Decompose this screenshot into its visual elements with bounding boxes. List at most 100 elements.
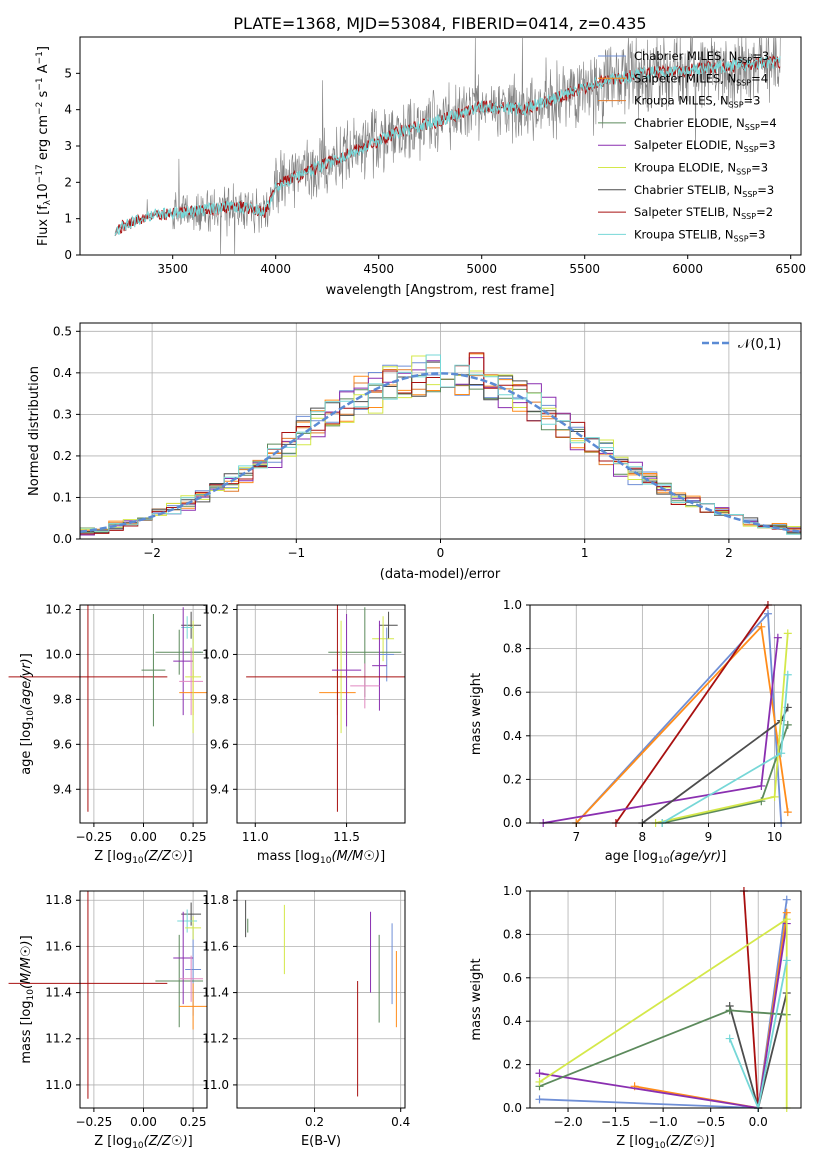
panel-age_vs_mass: 11.0 11.5 9.4 9.6 9.8 10.0 10.2 mass [log10(M/M… bbox=[202, 602, 406, 866]
ytick-label: 0.0 bbox=[503, 816, 522, 830]
ylabel: age [log10(age/yr)] bbox=[19, 653, 36, 775]
weight-marker bbox=[783, 629, 792, 638]
ytick-label: 0.4 bbox=[503, 1014, 522, 1028]
xlabel: Z [log10(Z/Z☉)] bbox=[94, 849, 192, 866]
hist-xtick-label: −1 bbox=[287, 546, 305, 560]
spectrum-ytick-label: 4 bbox=[64, 103, 72, 117]
weight-marker bbox=[782, 895, 791, 904]
xtick-label: 0.0 bbox=[749, 1115, 768, 1129]
legend-entry: Kroupa STELIB, NSSP=3 bbox=[634, 227, 765, 243]
xtick-label: −1.0 bbox=[649, 1115, 678, 1129]
ytick-label: 9.4 bbox=[210, 782, 229, 796]
hist-xtick-label: 0 bbox=[437, 546, 445, 560]
weight-marker bbox=[782, 915, 791, 924]
panel-weight_vs_age: 7 8 9 10 0.0 0.2 0.4 0.6 0.8 1.0 age [log10(age/yr… bbox=[469, 598, 802, 866]
ylabel: mass [log10(M/M☉)] bbox=[19, 935, 36, 1063]
xlabel: mass [log10(M/M☉)] bbox=[257, 849, 385, 866]
spectrum-model-line bbox=[114, 56, 781, 237]
weight-marker bbox=[725, 1084, 734, 1093]
legend-entry: Salpeter ELODIE, NSSP=3 bbox=[634, 138, 776, 154]
hist-ytick-label: 0.1 bbox=[53, 490, 72, 504]
hist-ylabel: Normed distribution bbox=[27, 366, 42, 496]
hist-xtick-label: 1 bbox=[581, 546, 589, 560]
hist-legend-label: 𝒩(0,1) bbox=[738, 337, 781, 352]
weight-marker bbox=[763, 609, 772, 618]
spectrum-ytick-label: 5 bbox=[64, 66, 72, 80]
xtick-label: 7 bbox=[572, 830, 580, 844]
weight-line bbox=[743, 890, 760, 1109]
weight-marker bbox=[725, 1034, 734, 1043]
weight-marker bbox=[783, 808, 792, 817]
ytick-label: 0.8 bbox=[503, 927, 522, 941]
panel-frame bbox=[236, 604, 406, 824]
spectrum-xtick-label: 3500 bbox=[157, 262, 188, 276]
spectrum-xlabel: wavelength [Angstrom, rest frame] bbox=[326, 283, 555, 298]
legend-entry: Salpeter MILES, NSSP=4 bbox=[634, 71, 768, 87]
ytick-label: 0.4 bbox=[503, 729, 522, 743]
legend-entry: Salpeter STELIB, NSSP=2 bbox=[634, 205, 773, 221]
xtick-label: 0.4 bbox=[391, 1115, 410, 1129]
ytick-label: 9.8 bbox=[210, 692, 229, 706]
xlabel: age [log10(age/yr)] bbox=[605, 849, 727, 866]
xtick-label: −0.25 bbox=[76, 830, 113, 844]
spectrum-ytick-label: 2 bbox=[64, 175, 72, 189]
spectrum-ytick-label: 1 bbox=[64, 212, 72, 226]
spectrum-xtick-label: 6000 bbox=[672, 262, 703, 276]
legend-entry: Chabrier STELIB, NSSP=3 bbox=[634, 183, 774, 199]
weight-marker bbox=[535, 1077, 544, 1086]
ytick-label: 9.6 bbox=[53, 737, 72, 751]
xtick-label: 8 bbox=[639, 830, 647, 844]
ytick-label: 11.8 bbox=[45, 893, 72, 907]
hist-ytick-label: 0.0 bbox=[53, 532, 72, 546]
xtick-label: −0.5 bbox=[696, 1115, 725, 1129]
spectrum-xtick-label: 5500 bbox=[569, 262, 600, 276]
ytick-label: 10.0 bbox=[45, 647, 72, 661]
ytick-label: 1.0 bbox=[503, 598, 522, 612]
legend-entry: Chabrier ELODIE, NSSP=4 bbox=[634, 116, 777, 132]
hist-ytick-label: 0.3 bbox=[53, 407, 72, 421]
weight-marker bbox=[725, 1006, 734, 1015]
ytick-label: 11.0 bbox=[45, 1078, 72, 1092]
weight-line bbox=[641, 707, 789, 824]
weight-line bbox=[615, 604, 769, 824]
ylabel: mass weight bbox=[469, 673, 484, 755]
figure-title: PLATE=1368, MJD=53084, FIBERID=0414, z=0… bbox=[233, 14, 646, 33]
weight-marker bbox=[535, 1069, 544, 1078]
panel-mass_vs_Z: −0.25 0.00 0.25 11.0 11.2 11.4 11.6 11.8 Z [log1… bbox=[8, 890, 208, 1151]
xtick-label: −1.5 bbox=[601, 1115, 630, 1129]
spectrum-xtick-label: 6500 bbox=[775, 262, 806, 276]
hist-xlabel: (data-model)/error bbox=[380, 567, 501, 582]
ytick-label: 11.4 bbox=[202, 986, 229, 1000]
xtick-label: 0.00 bbox=[130, 1115, 157, 1129]
ytick-label: 9.8 bbox=[53, 692, 72, 706]
hist-legend: 𝒩(0,1) bbox=[702, 337, 781, 352]
xlabel: E(B-V) bbox=[301, 1134, 341, 1149]
ytick-label: 11.0 bbox=[202, 1078, 229, 1092]
legend-entry: Chabrier MILES, NSSP=3 bbox=[634, 49, 769, 65]
ytick-label: 0.2 bbox=[503, 1058, 522, 1072]
hist-xtick-label: −2 bbox=[143, 546, 161, 560]
ytick-label: 11.2 bbox=[45, 1032, 72, 1046]
xtick-label: 9 bbox=[705, 830, 713, 844]
weight-marker bbox=[757, 622, 766, 631]
spectrum-xtick-label: 4500 bbox=[363, 262, 394, 276]
xtick-label: 0.25 bbox=[180, 1115, 207, 1129]
xtick-label: 11.5 bbox=[333, 830, 360, 844]
hist-series bbox=[80, 354, 801, 535]
ytick-label: 10.2 bbox=[202, 602, 229, 616]
xtick-label: 11.0 bbox=[242, 830, 269, 844]
panel-frame bbox=[529, 604, 802, 824]
spectrum-xtick-label: 4000 bbox=[260, 262, 291, 276]
ytick-label: 0.0 bbox=[503, 1101, 522, 1115]
panel-frame bbox=[529, 890, 802, 1109]
xtick-label: 0.25 bbox=[180, 830, 207, 844]
weight-marker bbox=[773, 633, 782, 642]
ytick-label: 0.6 bbox=[503, 971, 522, 985]
spectrum-panel: 3500 4000 4500 5000 5500 6000 6500 0 1 2 3 4 5 wave… bbox=[35, 36, 806, 298]
legend-entry: Kroupa ELODIE, NSSP=3 bbox=[634, 161, 768, 177]
ytick-label: 0.6 bbox=[503, 685, 522, 699]
hist-ytick-label: 0.5 bbox=[53, 324, 72, 338]
xtick-label: 0.00 bbox=[130, 830, 157, 844]
ylabel: mass weight bbox=[469, 958, 484, 1040]
